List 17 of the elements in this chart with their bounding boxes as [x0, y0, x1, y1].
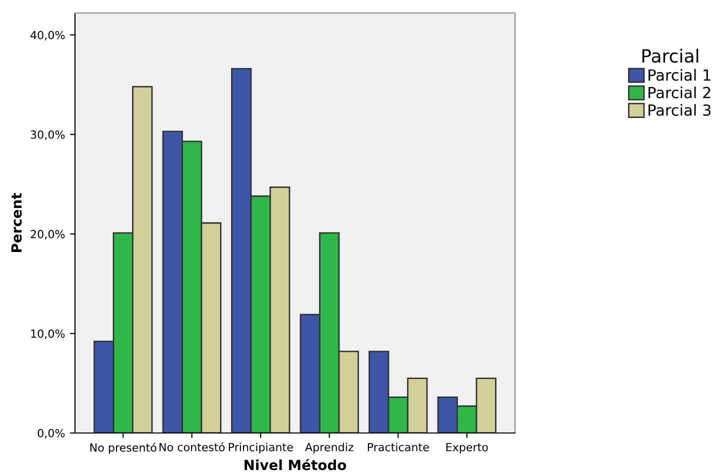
legend-title: Parcial [642, 48, 698, 63]
y-tick-label: 0,0% [38, 428, 65, 439]
x-tick-label: Practicante [368, 442, 429, 452]
x-tick-label: No contestó [160, 442, 225, 452]
x-tick-label: Experto [446, 443, 488, 454]
legend-label: Parcial 2 [648, 86, 710, 98]
legend-label: Parcial 1 [648, 68, 710, 81]
x-tick-label: No presentó [90, 442, 156, 454]
x-axis-title: Nivel Método [244, 458, 346, 470]
y-tick-label: 30,0% [30, 130, 65, 140]
y-tick-label: 40,0% [30, 30, 65, 40]
y-axis-title: Percent [11, 193, 22, 252]
legend-label: Parcial 3 [648, 104, 711, 116]
x-tick-label: Aprendiz [305, 442, 354, 454]
y-tick-label: 10,0% [31, 329, 65, 339]
y-tick-label: 20,0% [30, 230, 65, 240]
x-tick-label: Principiante [228, 442, 293, 454]
